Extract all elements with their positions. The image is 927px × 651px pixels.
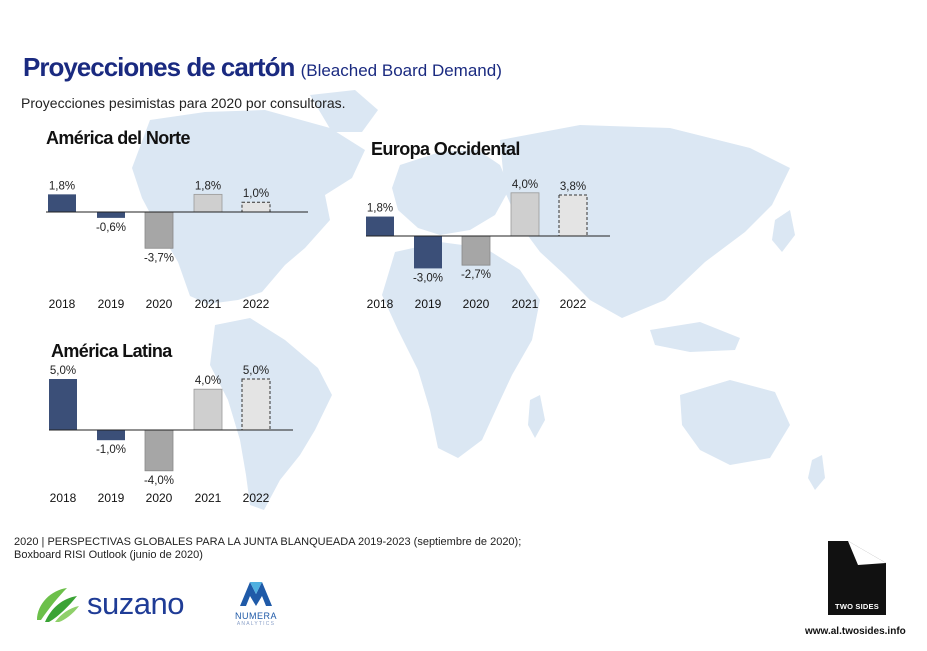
bar-2020 — [144, 429, 174, 472]
twosides-page-icon — [828, 541, 886, 615]
bar-2018 — [366, 216, 394, 236]
data-label-2019: -1,0% — [96, 444, 126, 456]
bar-2019 — [97, 212, 125, 218]
x-tick-2019: 2019 — [98, 491, 125, 505]
numera-wordmark: NUMERA — [234, 611, 277, 621]
map-greenland — [310, 90, 378, 132]
map-australia — [680, 380, 790, 465]
chart-title: Europa Occidental — [371, 139, 520, 159]
suzano-wordmark: suzano — [87, 586, 184, 621]
numera-logo: NUMERA ANALYTICS — [230, 578, 282, 627]
website-url[interactable]: www.al.twosides.info — [805, 626, 906, 637]
map-africa — [382, 242, 540, 458]
x-tick-2019: 2019 — [415, 297, 442, 311]
bar-2019 — [414, 236, 442, 269]
page-title-sub: (Bleached Board Demand) — [300, 61, 502, 80]
twosides-logo: TWO SIDES — [828, 541, 886, 615]
data-label-2021: 4,0% — [512, 179, 538, 191]
bar-2021 — [193, 388, 223, 431]
x-tick-2022: 2022 — [560, 297, 587, 311]
page-title: Proyecciones de cartón (Bleached Board D… — [23, 52, 502, 83]
map-madagascar — [528, 395, 545, 438]
page-subtitle: Proyecciones pesimistas para 2020 por co… — [21, 95, 346, 111]
suzano-leaf-icon — [37, 588, 79, 622]
source-line-2: Boxboard RISI Outlook (junio de 2020) — [14, 549, 203, 561]
bar-2018 — [49, 379, 77, 430]
data-label-2022: 5,0% — [243, 365, 269, 377]
x-tick-2018: 2018 — [49, 297, 76, 311]
bar-2019 — [97, 430, 125, 441]
x-tick-2021: 2021 — [195, 491, 222, 505]
numera-mark-icon — [240, 582, 272, 606]
data-label-2022: 3,8% — [560, 181, 586, 193]
x-tick-2022: 2022 — [243, 491, 270, 505]
data-label-2018: 5,0% — [50, 365, 76, 377]
x-tick-2020: 2020 — [463, 297, 490, 311]
map-se-asia — [650, 322, 740, 352]
bar-2022 — [241, 201, 271, 213]
x-tick-2021: 2021 — [195, 297, 222, 311]
chart-title: América del Norte — [46, 128, 190, 148]
map-south-america — [210, 318, 332, 510]
data-label-2020: -2,7% — [461, 269, 491, 281]
twosides-wordmark: TWO SIDES — [835, 602, 879, 611]
data-label-2018: 1,8% — [49, 180, 75, 192]
data-label-2018: 1,8% — [367, 203, 393, 215]
bar-2018 — [48, 194, 76, 212]
map-new-zealand — [808, 455, 825, 490]
bar-2021 — [510, 192, 540, 237]
x-tick-2021: 2021 — [512, 297, 539, 311]
x-tick-2020: 2020 — [146, 491, 173, 505]
map-europe — [392, 150, 510, 235]
data-label-2021: 4,0% — [195, 375, 221, 387]
chart-latin-america: América Latina 5,0% 2018 -1,0% 2019 -4,0% 202… — [49, 341, 293, 505]
data-label-2022: 1,0% — [243, 188, 269, 200]
bar-2022 — [241, 378, 271, 431]
source-line-1: 2020 | PERSPECTIVAS GLOBALES PARA LA JUN… — [14, 536, 522, 548]
x-tick-2018: 2018 — [50, 491, 77, 505]
data-label-2021: 1,8% — [195, 180, 221, 192]
source-note: 2020 | PERSPECTIVAS GLOBALES PARA LA JUN… — [14, 536, 614, 562]
page-title-main: Proyecciones de cartón — [23, 52, 295, 82]
x-tick-2022: 2022 — [243, 297, 270, 311]
bar-2021 — [193, 193, 223, 213]
suzano-logo: suzano — [33, 584, 184, 624]
data-label-2019: -0,6% — [96, 222, 126, 234]
bar-2020 — [144, 211, 174, 249]
chart-north-america: América del Norte 1,8% 2018 -0,6% 2019 -3,7%… — [46, 128, 308, 311]
x-tick-2020: 2020 — [146, 297, 173, 311]
x-tick-2018: 2018 — [367, 297, 394, 311]
data-label-2020: -4,0% — [144, 475, 174, 487]
x-tick-2019: 2019 — [98, 297, 125, 311]
chart-western-europe: Europa Occidental 1,8% 2018 -3,0% 2019 -2,7%… — [366, 139, 610, 311]
map-asia — [500, 125, 790, 318]
map-japan — [772, 210, 795, 252]
bar-2022 — [558, 194, 588, 237]
chart-title: América Latina — [51, 341, 173, 361]
numera-subtitle: ANALYTICS — [236, 621, 276, 627]
data-label-2020: -3,7% — [144, 252, 174, 264]
bar-2020 — [461, 235, 491, 266]
data-label-2019: -3,0% — [413, 272, 443, 284]
